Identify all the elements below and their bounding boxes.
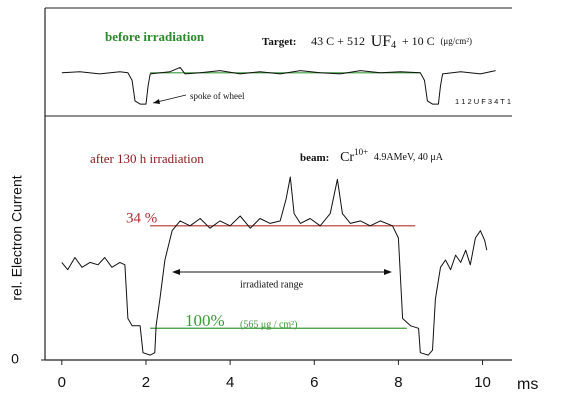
target-formula: UF: [371, 33, 392, 50]
code-label: 1 1 2 U F 3 4 T 1: [455, 97, 511, 106]
range-arrow-head: [172, 269, 180, 275]
x-tick-label: 6: [310, 374, 318, 391]
range-label: irradiated range: [240, 279, 304, 290]
trace: [61, 66, 496, 105]
target-label: Target: 43 C + 512 UF4 + 10 C (μg/cm²): [262, 33, 472, 52]
trace: [61, 176, 488, 356]
target-title: Target:: [262, 36, 296, 48]
spoke-arrow-head: [153, 99, 160, 104]
beam-title: beam:: [300, 152, 329, 164]
reference-label: 100%: [185, 311, 225, 330]
beam-ion: Cr: [340, 150, 354, 165]
target-text: 43 C + 512: [311, 34, 365, 48]
x-tick-label: 2: [142, 374, 150, 391]
beam-rest: 4.9AMeV, 40 μA: [374, 152, 444, 163]
x-tick-label: 8: [394, 374, 402, 391]
beam-label: beam: Cr10+ 4.9AMeV, 40 μA: [300, 147, 444, 166]
beam-charge: 10+: [354, 147, 368, 157]
state-label: before irradiation: [105, 29, 205, 44]
target-unit: (μg/cm²): [440, 36, 472, 46]
spoke-label: spoke of wheel: [190, 91, 245, 101]
x-tick-label: 0: [58, 374, 66, 391]
y-tick-label: 0: [11, 351, 19, 367]
target-rest: + 10 C: [402, 34, 435, 48]
areal-density: (565 μg / cm²): [240, 319, 298, 330]
reference-label: 34 %: [126, 210, 157, 226]
x-tick-label: 10: [474, 374, 491, 391]
y-axis-label: rel. Electron Current: [9, 175, 25, 300]
x-axis-label: ms: [517, 376, 538, 393]
x-tick-label: 4: [226, 374, 234, 391]
state-label: after 130 h irradiation: [90, 151, 204, 166]
range-arrow-head: [384, 269, 392, 275]
target-subscript: 4: [391, 40, 396, 51]
